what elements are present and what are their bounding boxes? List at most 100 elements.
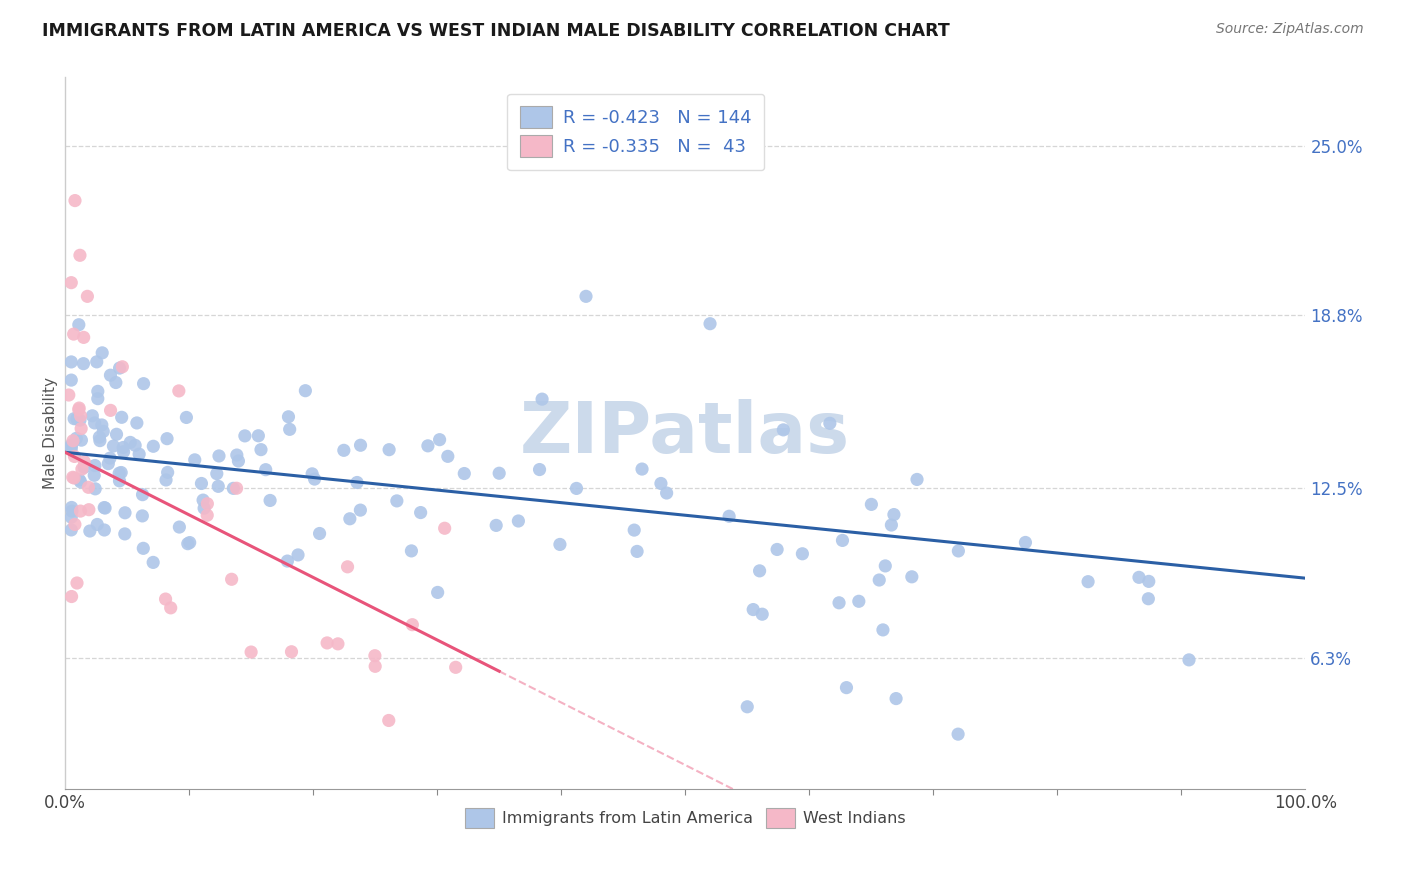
Point <box>177 537 200 551</box>
Point <box>83 416 105 430</box>
Point <box>179 535 201 549</box>
Point <box>62 470 84 484</box>
Point <box>132 541 155 556</box>
Text: Source: ZipAtlas.com: Source: ZipAtlas.com <box>1216 22 1364 37</box>
Point <box>385 494 408 508</box>
Point <box>111 359 134 374</box>
Point <box>222 481 245 495</box>
Point <box>221 572 243 586</box>
Point <box>79 524 101 538</box>
Point <box>60 355 83 369</box>
Point <box>1137 591 1160 606</box>
Point <box>155 592 177 607</box>
Point <box>60 590 83 604</box>
Point <box>772 423 794 437</box>
Point <box>190 476 212 491</box>
Point <box>766 542 789 557</box>
Point <box>70 462 93 476</box>
Point <box>437 450 460 464</box>
Point <box>453 467 475 481</box>
Point <box>86 517 108 532</box>
Point <box>575 289 598 303</box>
Point <box>488 467 510 481</box>
Point <box>63 517 86 532</box>
Point <box>65 431 87 445</box>
Point <box>73 330 96 344</box>
Point <box>378 714 401 728</box>
Point <box>60 439 83 453</box>
Point <box>159 600 181 615</box>
Point <box>58 388 80 402</box>
Point <box>114 506 136 520</box>
Point <box>104 376 127 390</box>
Point <box>60 504 83 518</box>
Point <box>86 355 108 369</box>
Point <box>1178 653 1201 667</box>
Point <box>110 466 132 480</box>
Point <box>69 504 91 518</box>
Point <box>82 409 104 423</box>
Point <box>748 564 770 578</box>
Point <box>1077 574 1099 589</box>
Point <box>67 401 90 415</box>
Point <box>565 482 588 496</box>
Point <box>485 518 508 533</box>
Point <box>128 447 150 461</box>
Point <box>60 510 83 524</box>
Point <box>401 617 423 632</box>
Point <box>184 453 207 467</box>
Point <box>225 481 247 495</box>
Point <box>905 473 928 487</box>
Point <box>848 594 870 608</box>
Point <box>508 514 530 528</box>
Point <box>87 384 110 399</box>
Point <box>131 488 153 502</box>
Point <box>94 501 117 516</box>
Legend: Immigrants from Latin America, West Indians: Immigrants from Latin America, West Indi… <box>458 802 911 834</box>
Point <box>167 384 190 398</box>
Point <box>60 373 83 387</box>
Point <box>872 623 894 637</box>
Point <box>333 443 356 458</box>
Point <box>875 558 897 573</box>
Point <box>84 482 107 496</box>
Point <box>655 486 678 500</box>
Point <box>880 518 903 533</box>
Point <box>548 537 571 551</box>
Point <box>69 409 91 423</box>
Point <box>1137 574 1160 589</box>
Point <box>124 438 146 452</box>
Point <box>73 460 96 475</box>
Point <box>67 473 90 487</box>
Point <box>409 506 432 520</box>
Point <box>100 368 122 383</box>
Point <box>287 548 309 562</box>
Point <box>294 384 316 398</box>
Point <box>83 458 105 473</box>
Point <box>416 439 439 453</box>
Point <box>103 439 125 453</box>
Point <box>626 544 648 558</box>
Point <box>1128 570 1150 584</box>
Point <box>63 411 86 425</box>
Text: ZIPatlas: ZIPatlas <box>520 399 851 467</box>
Point <box>308 526 330 541</box>
Point <box>751 607 773 622</box>
Point <box>278 422 301 436</box>
Point <box>105 427 128 442</box>
Point <box>792 547 814 561</box>
Point <box>63 450 86 464</box>
Point <box>835 681 858 695</box>
Point <box>114 527 136 541</box>
Point <box>93 523 115 537</box>
Point <box>623 523 645 537</box>
Point <box>195 497 218 511</box>
Point <box>125 416 148 430</box>
Point <box>531 392 554 406</box>
Point <box>108 361 131 376</box>
Point <box>860 497 883 511</box>
Point <box>208 449 231 463</box>
Point <box>205 467 228 481</box>
Point <box>62 327 84 342</box>
Point <box>946 727 969 741</box>
